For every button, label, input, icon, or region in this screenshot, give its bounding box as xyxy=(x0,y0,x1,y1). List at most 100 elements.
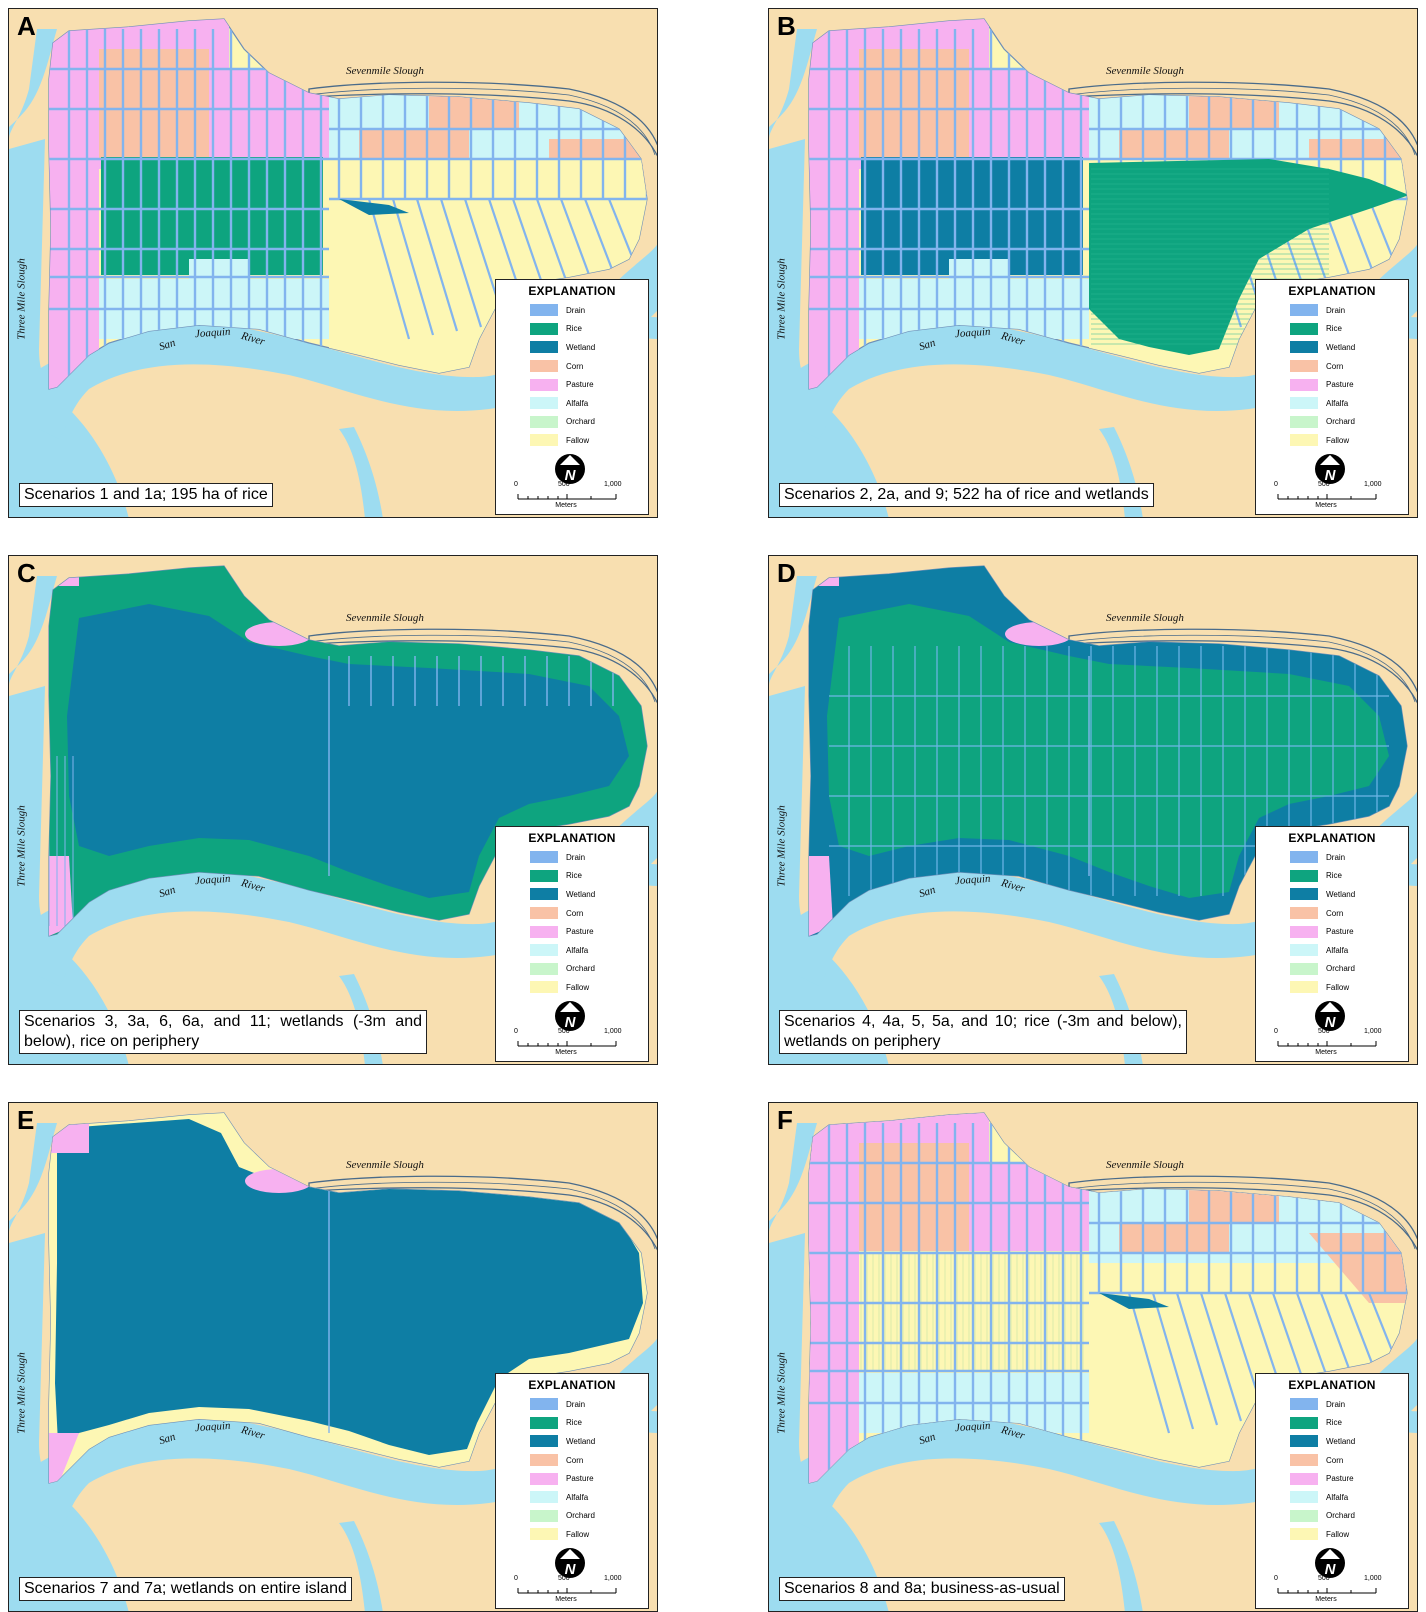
legend-item-fallow: Fallow xyxy=(496,1525,648,1544)
legend-title: EXPLANATION xyxy=(1288,1378,1376,1392)
drain-network-horizontal xyxy=(809,1161,1407,1405)
drain-network-west xyxy=(49,756,74,926)
legend-item-corn: Corn xyxy=(1256,357,1408,376)
panel-caption: Scenarios 2, 2a, and 9; 522 ha of rice a… xyxy=(779,483,1154,507)
scale-tick-1000: 1,000 xyxy=(1364,1028,1382,1035)
three-mile-slough-label: Three Mile Slough xyxy=(15,1352,28,1434)
legend-swatch xyxy=(530,1509,558,1522)
legend-item-wetland: Wetland xyxy=(496,338,648,357)
joaquin-label: Joaquin xyxy=(194,325,231,341)
panel-caption: Scenarios 3, 3a, 6, 6a, and 11; wetlands… xyxy=(19,1010,427,1054)
legend-label: Corn xyxy=(1326,908,1344,918)
south-channel-water xyxy=(339,1521,383,1611)
legend-label: Corn xyxy=(566,361,584,371)
legend-label: Orchard xyxy=(566,964,595,974)
map-panel-f: Sevenmile Slough Three Mile Slough San J… xyxy=(768,1102,1418,1612)
three-mile-slough-label: Three Mile Slough xyxy=(775,1352,788,1434)
legend-label: Drain xyxy=(1326,852,1346,862)
legend-item-rice: Rice xyxy=(1256,867,1408,886)
pasture-field xyxy=(809,159,859,389)
scale-bar: 0 500 1,000 Meters xyxy=(1274,481,1386,511)
scale-tick-0: 0 xyxy=(514,481,518,488)
legend-swatch xyxy=(530,415,558,428)
sevenmile-slough-bank xyxy=(308,1175,657,1251)
fallow-texture xyxy=(860,1253,1084,1371)
scale-tick-500: 500 xyxy=(558,1028,570,1035)
legend-label: Alfalfa xyxy=(1326,398,1349,408)
legend-swatch xyxy=(530,304,558,317)
legend-label: Fallow xyxy=(1326,435,1350,445)
legend-swatch xyxy=(1290,304,1318,317)
scale-tick-0: 0 xyxy=(514,1028,518,1035)
legend-swatch xyxy=(1290,851,1318,864)
north-letter: N xyxy=(1325,1561,1337,1578)
three-mile-slough-water xyxy=(769,576,817,686)
pasture-field xyxy=(49,159,99,389)
corn-field xyxy=(1119,129,1229,159)
legend-item-drain: Drain xyxy=(496,1395,648,1414)
three-mile-slough-south-water xyxy=(9,1233,129,1611)
panel-letter: E xyxy=(17,1105,35,1135)
legend-swatch xyxy=(530,1416,558,1429)
legend-item-alfalfa: Alfalfa xyxy=(1256,941,1408,960)
legend-item-pasture: Pasture xyxy=(496,375,648,394)
legend-label: Drain xyxy=(566,852,586,862)
legend-label: Corn xyxy=(566,908,584,918)
wetland-core xyxy=(67,604,629,898)
legend-swatch xyxy=(530,1472,558,1485)
sevenmile-slough-label: Sevenmile Slough xyxy=(1106,1159,1184,1171)
legend-swatch xyxy=(1290,1472,1318,1485)
three-mile-slough-water xyxy=(9,1123,57,1233)
scale-tick-0: 0 xyxy=(1274,1575,1278,1582)
legend-box: EXPLANATION Drain Rice Wetland Corn Pasture A… xyxy=(1255,1373,1409,1609)
legend-item-orchard: Orchard xyxy=(1256,1507,1408,1526)
legend-swatch xyxy=(1290,1416,1318,1429)
legend-label: Alfalfa xyxy=(566,1492,589,1502)
three-mile-slough-water xyxy=(9,29,57,139)
three-mile-slough-water xyxy=(769,1123,817,1233)
legend-rows: Drain Rice Wetland Corn Pasture Alfalfa Orchar… xyxy=(496,1395,648,1544)
legend-item-rice: Rice xyxy=(1256,1414,1408,1433)
legend-label: Wetland xyxy=(566,1436,596,1446)
legend-item-wetland: Wetland xyxy=(1256,885,1408,904)
sevenmile-slough-inner-bank xyxy=(308,87,656,156)
legend-swatch xyxy=(1290,1454,1318,1467)
legend-swatch xyxy=(530,397,558,410)
legend-swatch xyxy=(530,1398,558,1411)
scale-units: Meters xyxy=(555,1596,577,1603)
south-channel-water xyxy=(1099,1521,1143,1611)
scale-units: Meters xyxy=(555,1049,577,1056)
legend-label: Rice xyxy=(1326,1418,1343,1428)
legend-swatch xyxy=(1290,341,1318,354)
legend-item-wetland: Wetland xyxy=(1256,338,1408,357)
joaquin-label: Joaquin xyxy=(194,1419,231,1435)
drain-network-east xyxy=(337,89,647,199)
corn-field xyxy=(859,49,969,159)
legend-title: EXPLANATION xyxy=(528,831,616,845)
scale-units: Meters xyxy=(555,502,577,509)
legend-swatch xyxy=(530,869,558,882)
north-arrow-icon: N xyxy=(1315,1001,1345,1031)
north-arrow-icon: N xyxy=(1315,454,1345,484)
corn-field xyxy=(1119,1223,1229,1253)
legend-swatch xyxy=(530,962,558,975)
legend-label: Fallow xyxy=(566,982,590,992)
legend-label: Fallow xyxy=(1326,982,1350,992)
legend-item-fallow: Fallow xyxy=(496,978,648,997)
sevenmile-slough-label: Sevenmile Slough xyxy=(1106,612,1184,624)
scale-tick-1000: 1,000 xyxy=(604,481,622,488)
island-map xyxy=(769,1103,1417,1611)
legend-swatch xyxy=(1290,1528,1318,1541)
scale-tick-500: 500 xyxy=(1318,481,1330,488)
legend-swatch xyxy=(1290,962,1318,975)
legend-label: Pasture xyxy=(566,1474,594,1484)
legend-item-pasture: Pasture xyxy=(496,922,648,941)
north-letter: N xyxy=(1325,467,1337,484)
panel-letter: F xyxy=(777,1105,793,1135)
legend-item-fallow: Fallow xyxy=(1256,431,1408,450)
legend-item-orchard: Orchard xyxy=(1256,960,1408,979)
sevenmile-slough-label: Sevenmile Slough xyxy=(346,612,424,624)
legend-item-corn: Corn xyxy=(496,904,648,923)
legend-item-rice: Rice xyxy=(496,320,648,339)
legend-label: Wetland xyxy=(566,342,596,352)
